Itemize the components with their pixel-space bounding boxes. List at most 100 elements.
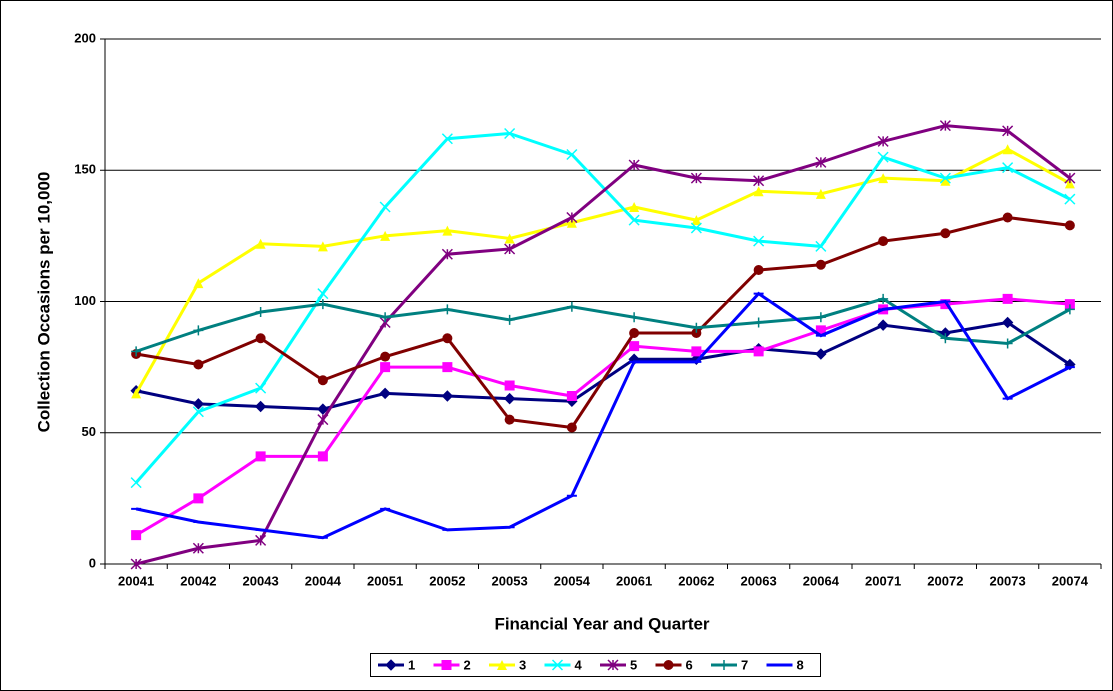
- marker: [504, 380, 515, 391]
- marker: [815, 312, 826, 323]
- legend-marker: [663, 660, 674, 670]
- marker: [877, 151, 889, 163]
- marker: [690, 222, 702, 234]
- x-tick-label: 20054: [554, 573, 591, 588]
- marker: [442, 362, 453, 373]
- marker: [192, 542, 204, 554]
- marker: [566, 211, 578, 224]
- marker: [940, 175, 951, 186]
- marker: [753, 317, 764, 328]
- marker: [504, 243, 516, 255]
- marker: [504, 414, 515, 425]
- y-tick-label: 100: [74, 293, 96, 308]
- marker: [877, 135, 889, 147]
- marker: [317, 403, 329, 415]
- series-line: [135, 297, 1071, 353]
- marker: [504, 233, 515, 244]
- x-tick-label: 20051: [367, 573, 403, 588]
- x-tick-label: 20061: [616, 573, 652, 588]
- marker: [628, 214, 640, 226]
- legend-box: [370, 653, 821, 677]
- marker: [629, 341, 640, 352]
- legend-marker: [719, 660, 729, 670]
- marker: [815, 259, 826, 270]
- marker: [380, 312, 391, 323]
- x-tick-label: 20072: [927, 573, 963, 588]
- marker: [815, 156, 827, 168]
- marker: [940, 228, 951, 239]
- marker: [255, 307, 266, 317]
- marker: [939, 120, 951, 132]
- marker: [1002, 125, 1014, 137]
- marker: [317, 375, 328, 386]
- legend-label: 4: [575, 657, 583, 672]
- marker: [379, 201, 391, 213]
- marker: [131, 530, 142, 541]
- series-line: [135, 124, 1071, 566]
- marker: [504, 127, 516, 140]
- series-line: [134, 147, 1071, 395]
- marker: [441, 248, 453, 260]
- marker: [504, 314, 515, 325]
- marker: [815, 188, 826, 199]
- marker: [317, 299, 328, 310]
- marker: [691, 215, 702, 226]
- x-tick-label: 20053: [492, 573, 528, 588]
- marker: [441, 133, 453, 145]
- series-line: [134, 131, 1071, 484]
- marker: [1002, 212, 1013, 223]
- marker: [192, 406, 204, 418]
- x-tick-label: 20073: [990, 573, 1026, 588]
- marker: [878, 293, 889, 304]
- legend-label: 1: [408, 657, 415, 672]
- marker: [940, 333, 951, 344]
- x-tick-label: 20071: [865, 573, 901, 588]
- marker: [1064, 172, 1076, 184]
- y-tick-label: 50: [82, 424, 96, 439]
- legend-label: 7: [741, 657, 748, 672]
- marker: [566, 422, 577, 433]
- marker: [1002, 144, 1013, 155]
- marker: [1002, 293, 1013, 304]
- marker: [193, 325, 204, 336]
- marker: [131, 388, 142, 399]
- marker: [628, 159, 640, 171]
- marker: [193, 493, 204, 504]
- marker: [317, 414, 329, 426]
- marker: [317, 451, 328, 462]
- marker: [753, 186, 764, 197]
- legend-label: 5: [630, 657, 637, 672]
- marker: [629, 328, 640, 338]
- marker: [691, 322, 702, 333]
- marker: [380, 230, 391, 241]
- marker: [877, 319, 889, 331]
- marker: [753, 265, 764, 275]
- marker: [629, 312, 640, 323]
- marker: [192, 398, 205, 410]
- marker: [753, 175, 765, 187]
- marker: [566, 148, 578, 161]
- marker: [1002, 338, 1013, 349]
- marker: [1064, 220, 1075, 231]
- marker: [1064, 178, 1075, 189]
- y-tick-label: 200: [74, 30, 96, 45]
- marker: [815, 240, 827, 252]
- marker: [380, 362, 391, 373]
- marker: [193, 278, 204, 289]
- marker: [815, 348, 827, 360]
- marker: [878, 236, 889, 247]
- marker: [1002, 162, 1014, 174]
- marker: [1064, 299, 1075, 310]
- x-tick-label: 20042: [180, 573, 216, 588]
- legend-marker: [441, 660, 452, 670]
- x-tick-label: 20074: [1052, 573, 1089, 588]
- x-tick-label: 20041: [118, 573, 154, 588]
- marker: [1001, 316, 1014, 329]
- marker: [939, 172, 951, 184]
- marker: [566, 301, 577, 312]
- legend-label: 3: [519, 657, 526, 672]
- legend-marker: [497, 660, 507, 670]
- series-line: [135, 291, 1071, 540]
